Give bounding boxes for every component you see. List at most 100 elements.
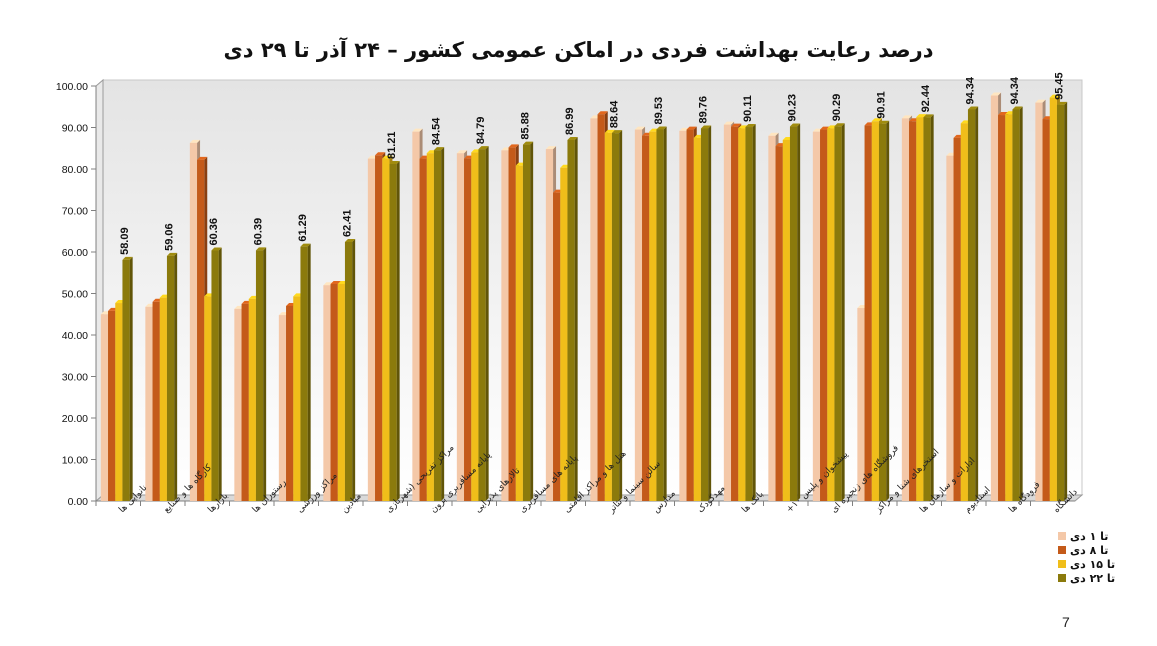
legend-label: تا ۱۵ دی xyxy=(1070,558,1115,571)
bar-front xyxy=(300,246,308,501)
bar-top xyxy=(522,141,534,145)
data-label: 58.09 xyxy=(119,227,131,255)
legend-label: تا ۲۲ دی xyxy=(1070,572,1115,585)
bar-side xyxy=(129,256,133,501)
bar xyxy=(567,136,578,501)
bar-top xyxy=(508,144,519,148)
bar-side xyxy=(396,160,400,501)
bar-front xyxy=(108,310,116,501)
data-label: 60.39 xyxy=(253,218,265,246)
bar-front xyxy=(649,131,657,501)
bar-front xyxy=(553,192,561,501)
bar-front xyxy=(515,165,523,501)
data-label: 88.64 xyxy=(609,100,621,128)
data-label: 60.36 xyxy=(208,218,220,246)
bar-top xyxy=(189,139,201,143)
bar-front xyxy=(960,123,968,501)
data-label: 84.54 xyxy=(431,117,443,145)
bar xyxy=(122,256,133,501)
data-label: 92.44 xyxy=(920,84,932,112)
bar-top xyxy=(456,150,468,154)
bar-front xyxy=(812,131,821,501)
bar-top xyxy=(545,146,557,150)
bar-front xyxy=(604,132,612,501)
bar-front xyxy=(700,128,709,501)
bar-front xyxy=(567,139,575,501)
legend-swatch xyxy=(1058,546,1066,554)
bar-front xyxy=(1035,102,1043,501)
bar-front xyxy=(590,118,598,502)
bar-top xyxy=(686,126,697,130)
legend-label: تا ۸ دی xyxy=(1070,544,1108,557)
bar-front xyxy=(478,149,486,501)
bar-front xyxy=(367,158,376,501)
bar-front xyxy=(878,123,887,501)
bar-side xyxy=(263,247,267,501)
bar-front xyxy=(464,158,472,501)
bar-front xyxy=(344,241,353,501)
data-label: 89.76 xyxy=(698,96,710,124)
legend-swatch xyxy=(1058,560,1066,568)
bar-top xyxy=(375,152,386,156)
bar-top xyxy=(344,238,356,242)
bar xyxy=(389,160,400,501)
bar-front xyxy=(820,129,828,501)
bar-top xyxy=(745,124,756,128)
bar xyxy=(211,247,222,501)
bar-front xyxy=(115,303,123,501)
bar-front xyxy=(909,121,917,502)
bar-side xyxy=(218,247,222,501)
bar-front xyxy=(433,150,442,501)
bar-top xyxy=(656,126,667,130)
bar-front xyxy=(998,115,1006,502)
bar-front xyxy=(611,133,620,502)
bar-side xyxy=(752,124,756,501)
bar-front xyxy=(508,147,516,502)
data-label: 94.34 xyxy=(965,76,977,104)
legend-item: تا ۱۵ دی xyxy=(1058,558,1115,571)
bar xyxy=(700,125,712,501)
bar-front xyxy=(597,114,605,501)
data-label: 86.99 xyxy=(564,107,576,135)
bar-front xyxy=(775,146,783,502)
bar-top xyxy=(1035,99,1046,103)
bar-front xyxy=(389,163,397,501)
bar-side xyxy=(352,238,356,501)
y-tick-label: 70.00 xyxy=(62,206,88,218)
bar xyxy=(166,252,178,501)
y-tick-label: 60.00 xyxy=(62,247,88,259)
bar-front xyxy=(634,129,643,501)
bar-top xyxy=(871,118,882,122)
bar-front xyxy=(204,296,212,501)
bar-top xyxy=(1049,94,1060,98)
bar-front xyxy=(145,306,153,501)
bar-front xyxy=(419,158,427,501)
bar-top xyxy=(916,114,927,118)
bar-side xyxy=(663,126,667,501)
bar-front xyxy=(827,128,835,501)
bar-side xyxy=(530,141,534,501)
bar-front xyxy=(522,144,531,501)
y-tick-label: 50.00 xyxy=(62,289,88,301)
bar-front xyxy=(1042,119,1050,501)
bar-top xyxy=(1056,101,1068,105)
bar-front xyxy=(286,305,294,501)
bar-side xyxy=(797,123,801,501)
bar-side xyxy=(886,120,890,501)
bar xyxy=(344,238,356,501)
bar-front xyxy=(375,155,383,501)
bar-side xyxy=(1064,101,1068,501)
bar-top xyxy=(382,155,393,159)
bar-front xyxy=(456,153,465,502)
bar-front xyxy=(731,126,739,502)
bar-front xyxy=(871,121,879,502)
bar-front xyxy=(723,124,732,501)
data-label: 90.91 xyxy=(876,91,888,119)
bar xyxy=(522,141,534,501)
y-tick-label: 40.00 xyxy=(62,330,88,342)
bar xyxy=(656,126,667,501)
bar-front xyxy=(656,129,664,501)
bar-side xyxy=(708,125,712,501)
bar-front xyxy=(211,250,219,501)
y-tick-label: 20.00 xyxy=(62,413,88,425)
